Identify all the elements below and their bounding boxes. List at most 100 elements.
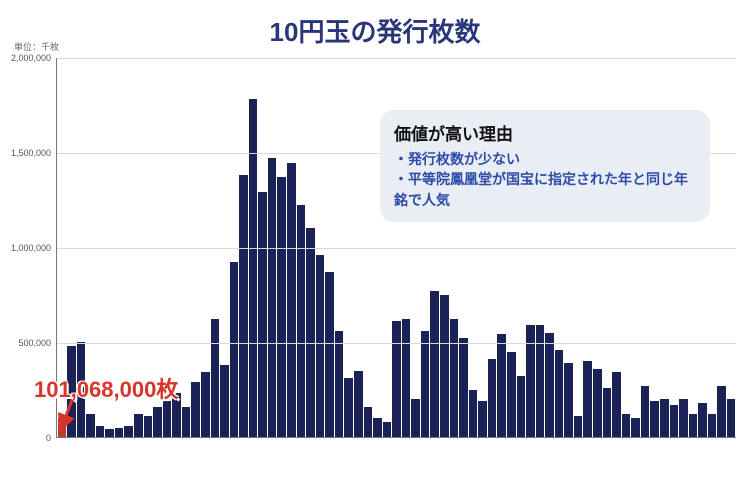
bar	[182, 407, 191, 437]
xtick-label: 昭和44年	[229, 437, 239, 448]
bar	[335, 331, 344, 437]
xtick-label: 平成28年	[688, 437, 698, 448]
ytick-label: 1,000,000	[11, 243, 51, 253]
xtick-label: 昭和30年	[95, 437, 105, 448]
xtick-label: 昭和34年	[134, 437, 144, 448]
bar	[402, 319, 411, 437]
xtick-label	[564, 437, 574, 448]
bar	[153, 407, 162, 437]
bar	[421, 331, 430, 437]
xtick-label	[162, 437, 172, 448]
callout-value: 101,068,000枚	[34, 372, 178, 404]
xtick-label: 昭和62年	[401, 437, 411, 448]
xtick-label: 平成22年	[631, 437, 641, 448]
bar	[249, 99, 258, 437]
bar	[708, 414, 717, 437]
xtick-label	[67, 437, 77, 448]
chart-root: 10円玉の発行枚数 単位：千枚 昭和26年昭和28年昭和30年昭和32年昭和34…	[0, 0, 750, 500]
bar	[440, 295, 449, 438]
xtick-label	[583, 437, 593, 448]
xtick-label: 平成20年	[612, 437, 622, 448]
bar	[364, 407, 373, 437]
bar	[622, 414, 631, 437]
xtick-label	[468, 437, 478, 448]
bar	[191, 382, 200, 437]
bar	[392, 321, 401, 437]
xtick-label: 昭和26年	[57, 437, 67, 448]
xtick-label: 平成30年	[707, 437, 717, 448]
xtick-label	[602, 437, 612, 448]
bar	[679, 399, 688, 437]
bar	[411, 399, 420, 437]
bar	[650, 401, 659, 437]
bar	[698, 403, 707, 437]
xtick-label: 令和元年	[726, 437, 736, 448]
bar	[517, 376, 526, 437]
gridline	[57, 248, 736, 249]
bar	[268, 158, 277, 437]
bar	[230, 262, 239, 437]
bar	[641, 386, 650, 437]
xtick-label: 昭和36年	[153, 437, 163, 448]
bar	[325, 272, 334, 437]
bar	[430, 291, 439, 437]
bar	[287, 163, 296, 437]
xtick-label	[487, 437, 497, 448]
ytick-label: 500,000	[18, 338, 51, 348]
bar	[507, 352, 516, 438]
bar	[555, 350, 564, 437]
bar	[258, 192, 267, 437]
gridline	[57, 58, 736, 59]
xtick-label	[717, 437, 727, 448]
xtick-label	[506, 437, 516, 448]
xtick-label	[621, 437, 631, 448]
xtick-label: 昭和40年	[191, 437, 201, 448]
info-box-items: ・発行枚数が少ない・平等院鳳凰堂が国宝に指定された年と同じ年銘で人気	[394, 149, 696, 210]
xtick-label: 平成26年	[669, 437, 679, 448]
bar	[354, 371, 363, 438]
info-box-item: ・平等院鳳凰堂が国宝に指定された年と同じ年銘で人気	[394, 169, 696, 210]
bar	[344, 378, 353, 437]
bar	[717, 386, 726, 437]
bar	[670, 405, 679, 437]
bar	[373, 418, 382, 437]
x-axis-labels: 昭和26年昭和28年昭和30年昭和32年昭和34年昭和36年昭和38年昭和40年…	[57, 437, 736, 448]
chart-title: 10円玉の発行枚数	[0, 12, 750, 49]
xtick-label: 平成4年	[459, 437, 469, 448]
bar	[58, 418, 67, 437]
bar	[689, 414, 698, 437]
bar	[277, 177, 286, 437]
bar	[631, 418, 640, 437]
xtick-label	[200, 437, 210, 448]
bar	[612, 372, 621, 437]
xtick-label: 平成8年	[497, 437, 507, 448]
xtick-label	[105, 437, 115, 448]
xtick-label	[124, 437, 134, 448]
xtick-label: 昭和38年	[172, 437, 182, 448]
xtick-label	[698, 437, 708, 448]
xtick-label: 昭和54年	[325, 437, 335, 448]
info-box-title: 価値が高い理由	[394, 120, 696, 145]
bar	[201, 372, 210, 437]
bar	[603, 388, 612, 437]
xtick-label: 昭和48年	[267, 437, 277, 448]
xtick-label	[258, 437, 268, 448]
xtick-label: 昭和64年	[420, 437, 430, 448]
xtick-label: 昭和60年	[382, 437, 392, 448]
xtick-label	[449, 437, 459, 448]
xtick-label	[296, 437, 306, 448]
xtick-label	[143, 437, 153, 448]
ytick-label: 1,500,000	[11, 148, 51, 158]
bar	[124, 426, 133, 437]
bar	[564, 363, 573, 437]
bar	[134, 414, 143, 437]
xtick-label: 平成6年	[478, 437, 488, 448]
xtick-label: 昭和58年	[363, 437, 373, 448]
bar	[497, 334, 506, 437]
info-box: 価値が高い理由 ・発行枚数が少ない・平等院鳳凰堂が国宝に指定された年と同じ年銘で…	[380, 110, 710, 222]
xtick-label: 昭和42年	[210, 437, 220, 448]
bar	[478, 401, 487, 437]
xtick-label	[220, 437, 230, 448]
bar	[163, 401, 172, 437]
bar	[583, 361, 592, 437]
